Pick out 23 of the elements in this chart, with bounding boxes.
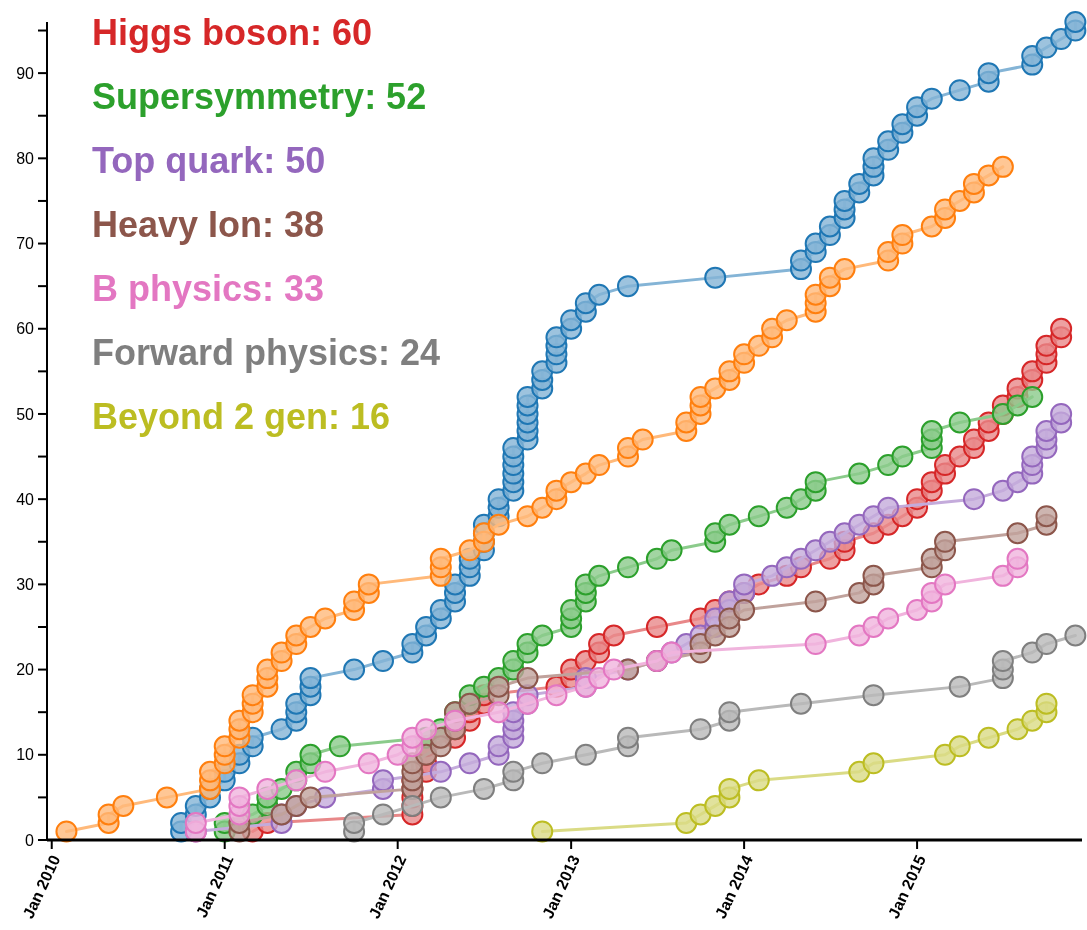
text: Supersymmetry: 52 — [92, 76, 427, 117]
y-tick-label: 60 — [16, 320, 35, 338]
text: Beyond 2 gen: 16 — [92, 396, 391, 437]
x-tick-label: Jan 2015 — [884, 852, 929, 921]
y-tick-label: 40 — [16, 490, 35, 508]
x-tick-label: Jan 2012 — [365, 852, 410, 921]
x-tick-label: Jan 2013 — [538, 852, 583, 921]
y-tick-label: 10 — [16, 746, 35, 764]
y-tick-label: 80 — [16, 149, 35, 167]
y-tick-label: 30 — [16, 575, 35, 593]
y-tick-label: 50 — [16, 405, 35, 423]
y-tick-label: 0 — [25, 831, 35, 849]
y-tick-label: 70 — [16, 235, 35, 253]
x-tick-label: Jan 2014 — [711, 852, 756, 921]
y-tick-label: 90 — [16, 64, 35, 82]
text: Heavy Ion: 38 — [92, 204, 325, 245]
text: Forward physics: 24 — [92, 332, 441, 373]
text: Higgs boson: 60 — [92, 12, 373, 53]
text: Top quark: 50 — [92, 140, 326, 181]
text: B physics: 33 — [92, 268, 325, 309]
y-tick-label: 20 — [16, 661, 35, 679]
x-tick-label: Jan 2011 — [192, 852, 237, 921]
x-tick-label: Jan 2010 — [19, 852, 64, 921]
